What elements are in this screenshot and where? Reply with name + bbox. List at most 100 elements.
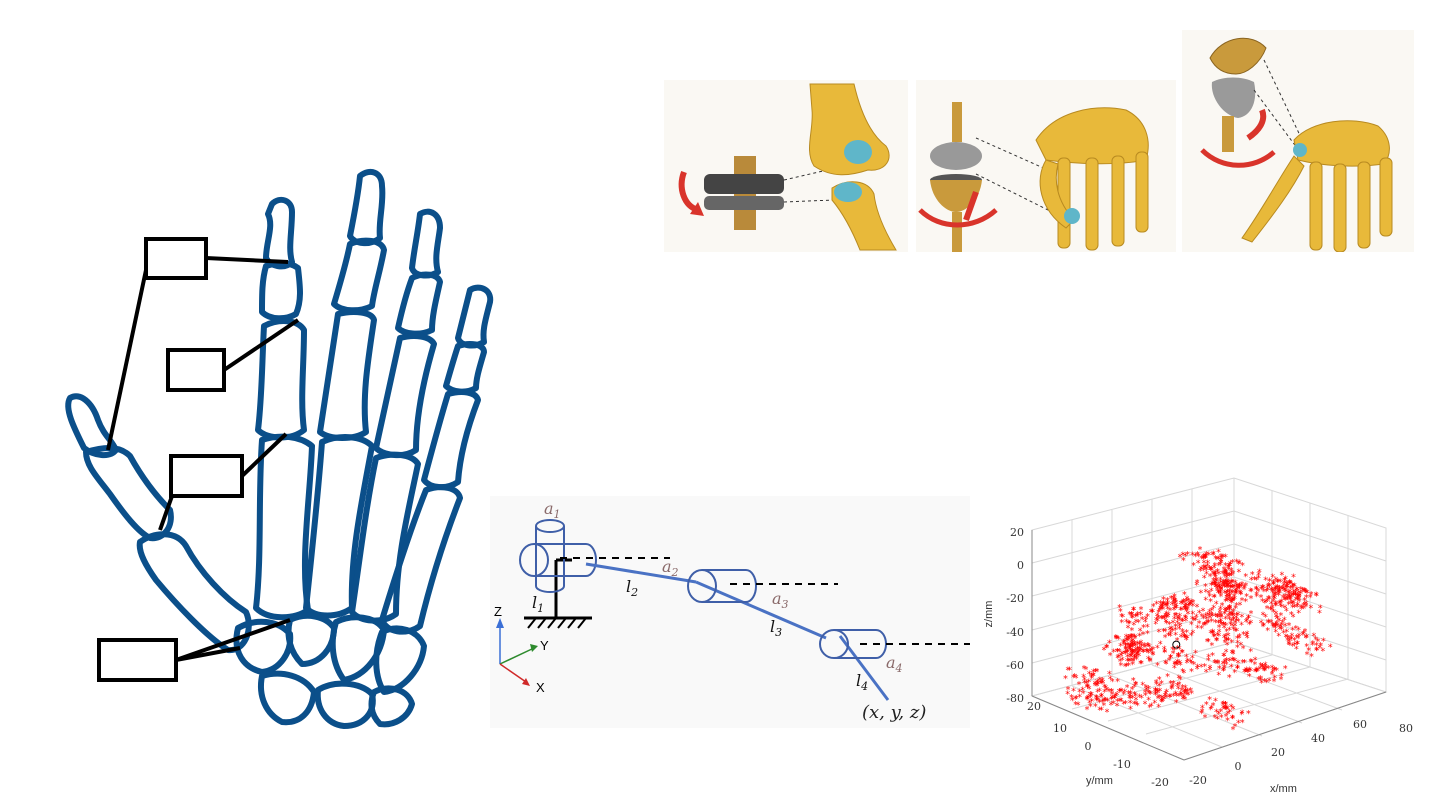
- scatter-point: *: [1209, 566, 1214, 576]
- scatter-point: *: [1130, 694, 1135, 704]
- scatter-point: *: [1215, 715, 1220, 725]
- scatter-point: *: [1244, 667, 1249, 677]
- scatter-point: *: [1173, 597, 1178, 607]
- scatter-point: *: [1284, 580, 1289, 590]
- scatter-point: *: [1107, 640, 1112, 650]
- scatter-point: *: [1213, 580, 1218, 590]
- scatter-point: *: [1271, 595, 1276, 605]
- scatter-point: *: [1271, 581, 1276, 591]
- scatter-point: *: [1156, 695, 1161, 705]
- scatter-point: *: [1215, 637, 1220, 647]
- carpal-trapezoid: [285, 612, 337, 667]
- scatter-point: *: [1289, 600, 1294, 610]
- scatter-point: *: [1146, 656, 1151, 666]
- scatter-point: *: [1236, 618, 1241, 628]
- scatter-point: *: [1290, 627, 1295, 637]
- scatter-point: *: [1283, 587, 1288, 597]
- scatter-point: *: [1230, 657, 1235, 667]
- scatter-point: *: [1137, 633, 1142, 643]
- scatter-point: *: [1236, 612, 1241, 622]
- scatter-point: *: [1138, 610, 1143, 621]
- scatter-point: *: [1127, 645, 1132, 655]
- scatter-point: *: [1175, 662, 1180, 672]
- scatter-point: *: [1290, 633, 1295, 643]
- scatter-point: *: [1161, 697, 1166, 707]
- scatter-point: *: [1132, 641, 1137, 651]
- scatter-point: *: [1131, 649, 1136, 659]
- scatter-point: *: [1230, 559, 1235, 569]
- scatter-point: *: [1234, 605, 1239, 615]
- z-tick: 0: [1017, 559, 1024, 572]
- shaft-top: [952, 102, 962, 142]
- scatter-point: *: [1227, 588, 1232, 598]
- x-tick-labels: -20 0 20 40 60 80: [1189, 718, 1413, 787]
- scatter-point: *: [1119, 687, 1124, 697]
- scatter-point: *: [1276, 588, 1281, 598]
- scatter-point: *: [1280, 586, 1285, 596]
- scatter-point: *: [1239, 622, 1244, 632]
- scatter-point: *: [1227, 605, 1232, 615]
- scatter-point: *: [1316, 638, 1321, 648]
- scatter-point: *: [1154, 601, 1159, 611]
- scatter-point: *: [1235, 635, 1240, 645]
- scatter-point: *: [1216, 584, 1221, 594]
- scatter-point: *: [1286, 601, 1291, 611]
- scatter-point: *: [1228, 562, 1233, 572]
- scatter-point: *: [1278, 623, 1283, 633]
- scatter-point: *: [1225, 606, 1230, 616]
- scatter-point: *: [1226, 583, 1231, 593]
- scatter-point: *: [1233, 658, 1238, 668]
- scatter-point: *: [1280, 619, 1285, 629]
- y-axis-line: [499, 647, 535, 665]
- scatter-point: *: [1128, 652, 1133, 662]
- scatter-point: *: [1279, 586, 1284, 596]
- scatter-point: *: [1229, 663, 1234, 673]
- scatter-point: *: [1153, 690, 1158, 700]
- scatter-point: *: [1183, 688, 1188, 698]
- scatter-point: *: [1222, 664, 1227, 674]
- scatter-point: *: [1266, 619, 1271, 629]
- scatter-point: *: [1234, 614, 1239, 624]
- scatter-point: *: [1214, 709, 1219, 719]
- scatter-point: *: [1297, 592, 1302, 602]
- scatter-point: *: [1127, 644, 1132, 654]
- scatter-point: *: [1109, 696, 1114, 706]
- scatter-point: *: [1089, 692, 1094, 702]
- scatter-point: *: [1161, 596, 1166, 606]
- scatter-point: *: [1212, 594, 1217, 604]
- scatter-point: *: [1287, 594, 1292, 604]
- scatter-point: *: [1283, 623, 1288, 633]
- z-axis-title: z/mm: [983, 601, 995, 628]
- scatter-point: *: [1107, 688, 1112, 698]
- scatter-point: *: [1231, 597, 1236, 607]
- scatter-point: *: [1285, 637, 1290, 647]
- scatter-point: *: [1095, 668, 1100, 678]
- joint-3-cylinder: [819, 629, 887, 659]
- scatter-point: *: [1287, 640, 1292, 650]
- scatter-point: *: [1303, 601, 1308, 611]
- label-l3: l3: [770, 617, 782, 639]
- scatter-point: *: [1174, 604, 1179, 614]
- scatter-point: *: [1164, 610, 1169, 620]
- scatter-point: *: [1208, 593, 1213, 603]
- scatter-point: *: [1272, 667, 1277, 677]
- scatter-point: *: [1297, 589, 1302, 599]
- scatter-point: *: [1183, 634, 1188, 644]
- scatter-point: *: [1213, 570, 1218, 580]
- scatter-point: *: [1221, 579, 1226, 589]
- scatter-point: *: [1296, 596, 1301, 606]
- scatter-point: *: [1280, 572, 1285, 582]
- scatter-point: *: [1190, 660, 1195, 670]
- scatter-point: *: [1166, 632, 1171, 642]
- scatter-point: *: [1172, 646, 1177, 656]
- scatter-point: *: [1180, 668, 1185, 678]
- scatter-point: *: [1084, 666, 1089, 676]
- scatter-point: *: [1292, 583, 1297, 593]
- scatter-point: *: [1186, 603, 1191, 613]
- scatter-point: *: [1175, 637, 1180, 647]
- scatter-point: *: [1184, 598, 1189, 608]
- scatter-point: *: [1253, 661, 1258, 671]
- ball-head: [930, 142, 982, 170]
- z-axis-arrow-icon: [496, 618, 504, 628]
- scatter-point: *: [1269, 587, 1274, 597]
